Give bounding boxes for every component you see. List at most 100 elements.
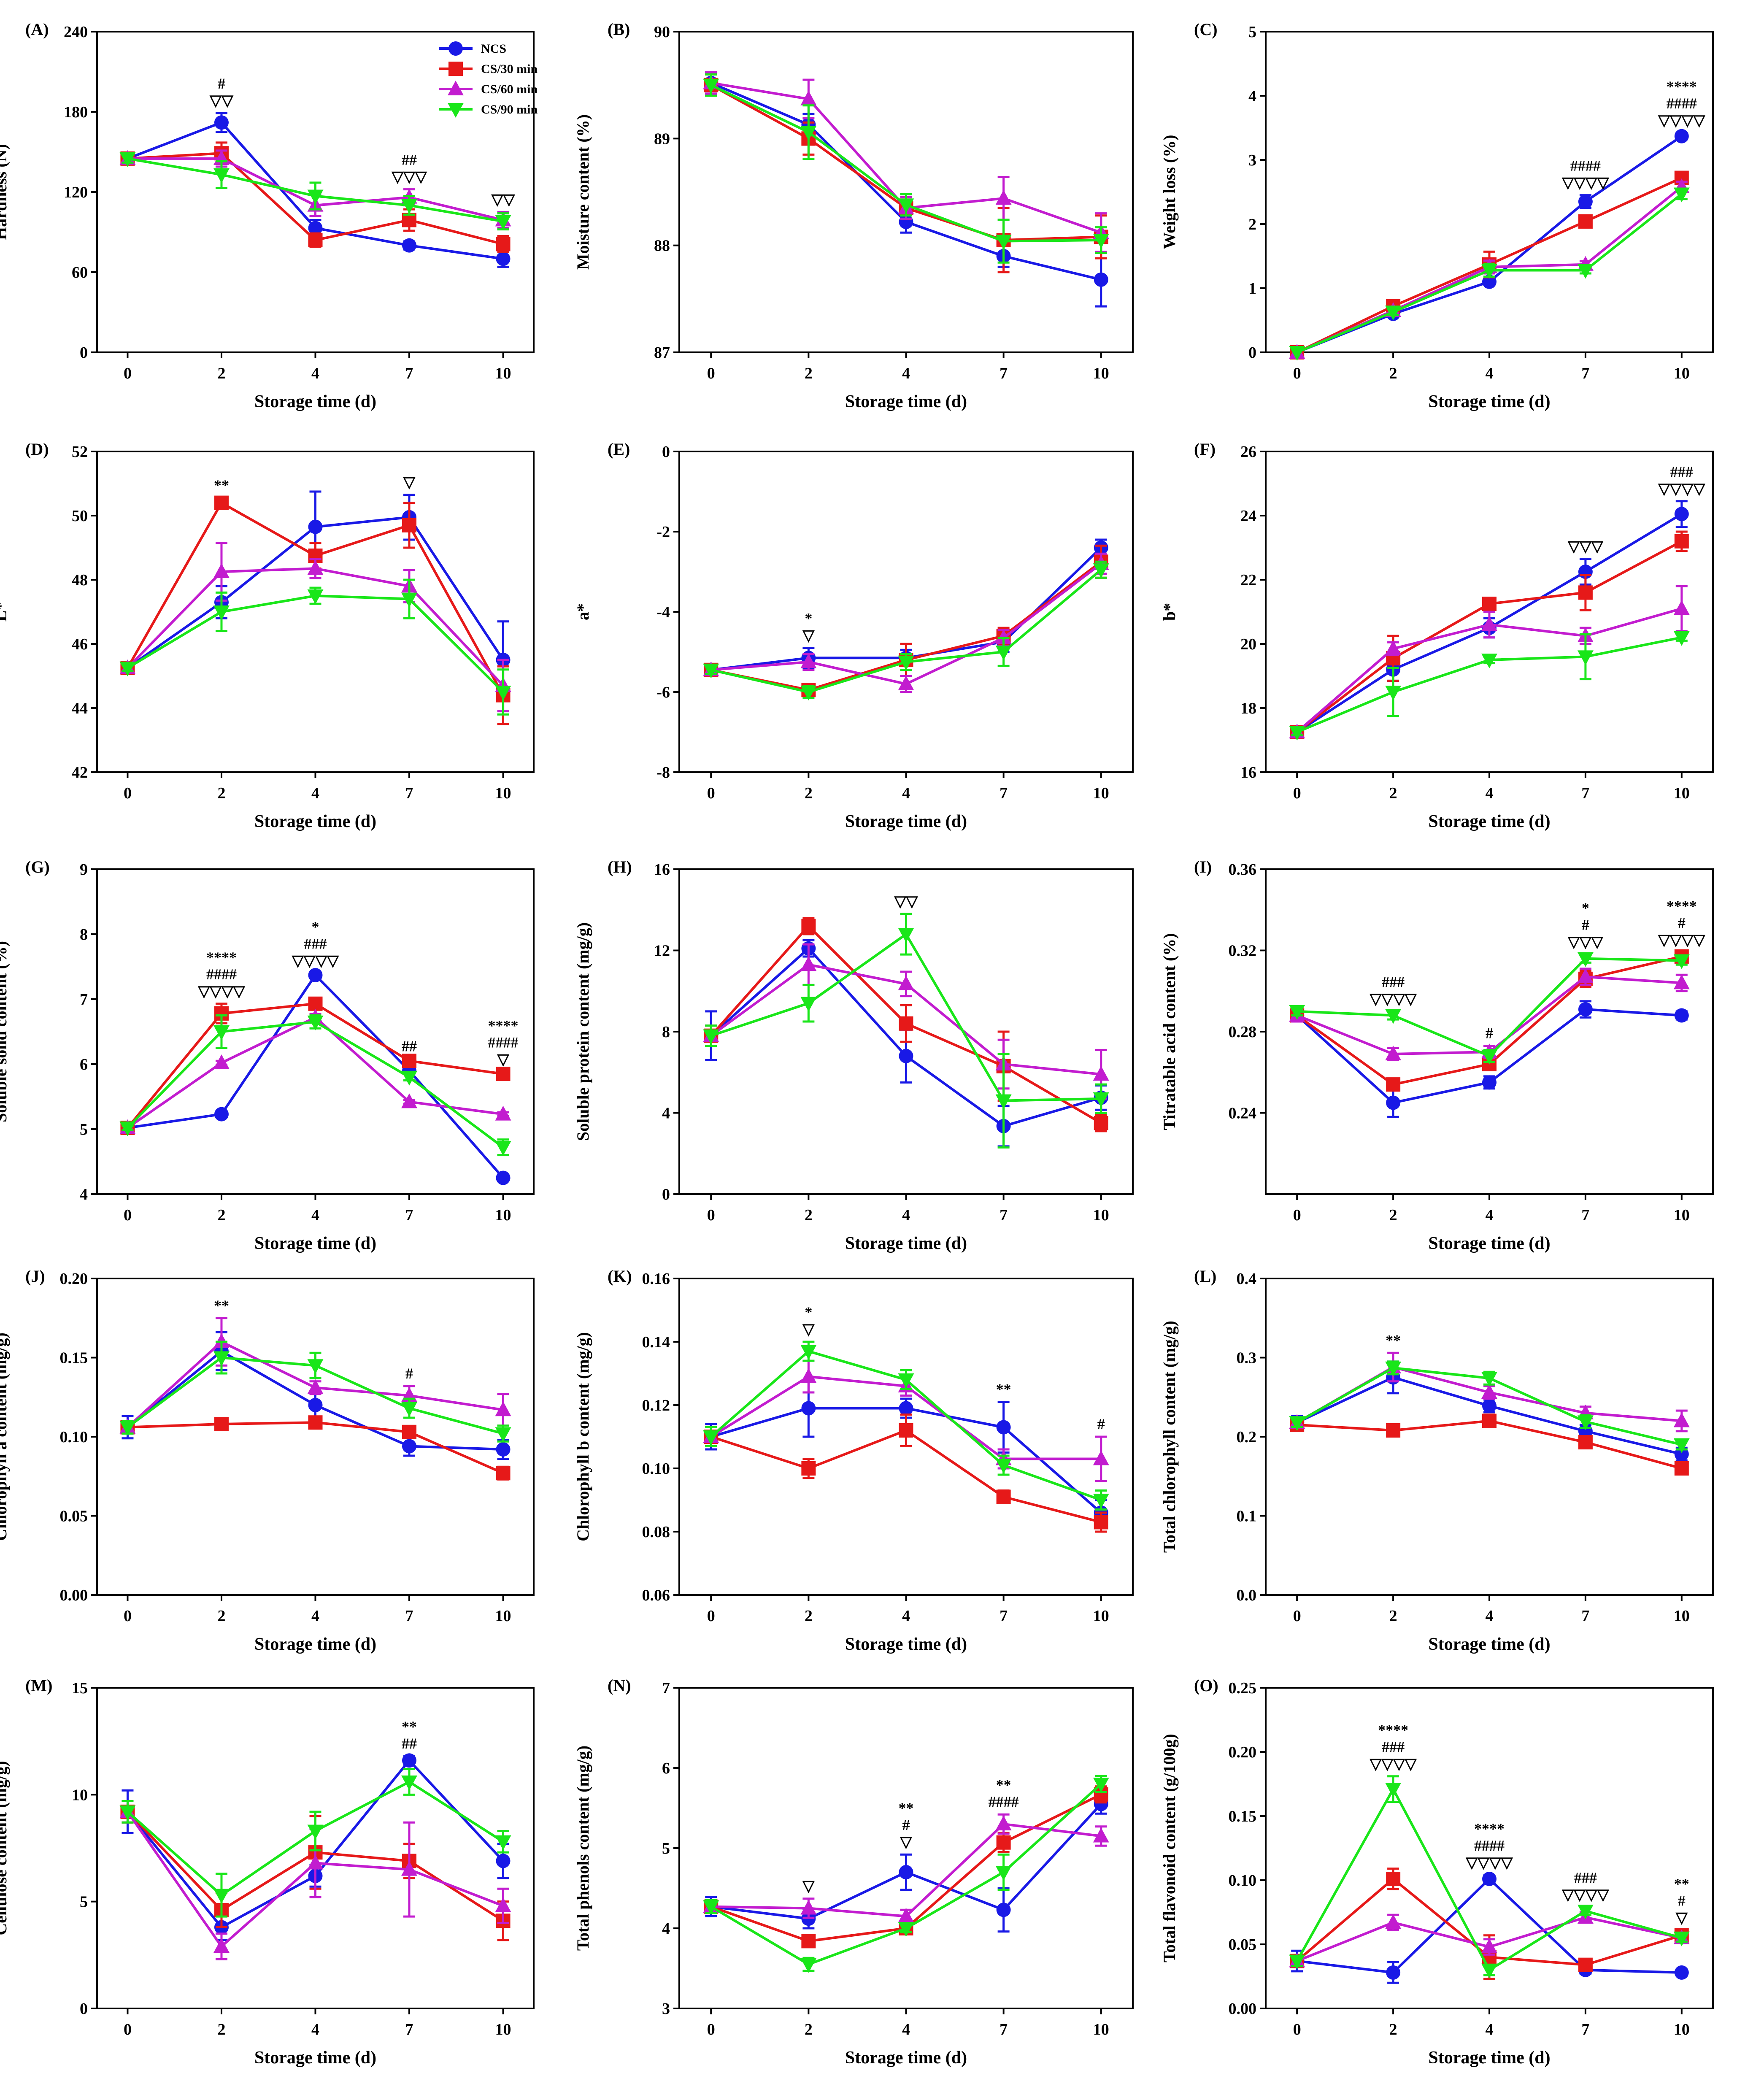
significance-label: ▽ xyxy=(802,1321,815,1338)
x-tick-label: 4 xyxy=(311,365,319,382)
significance-label: #### xyxy=(206,966,237,983)
y-tick-label: 8 xyxy=(662,1023,670,1041)
data-point xyxy=(213,605,230,620)
x-tick-label: 7 xyxy=(1000,784,1008,802)
data-point xyxy=(1094,1116,1108,1130)
y-tick-label: 22 xyxy=(1240,571,1256,589)
series-cs-90-min xyxy=(119,152,511,231)
x-tick-label: 0 xyxy=(1293,1607,1301,1625)
y-tick-label: 0.24 xyxy=(1229,1105,1257,1122)
data-point xyxy=(995,235,1012,250)
data-point xyxy=(119,1805,136,1820)
significance-label: ▽ xyxy=(900,1833,913,1850)
x-tick-label: 10 xyxy=(1674,1206,1690,1224)
panel-L: (L) 0.0 0.1 0.2 0.3 0.4 0 2 4 7 10 Storage time (d)… xyxy=(1160,1267,1714,1654)
x-tick-label: 7 xyxy=(405,1206,413,1224)
data-point xyxy=(1093,1092,1109,1107)
data-point xyxy=(1577,650,1594,665)
panel-E: (E) -8 -6 -4 -2 0 0 2 4 7 10 Storage time (d) a* *▽ xyxy=(573,440,1134,831)
y-tick-label: 26 xyxy=(1240,443,1256,461)
y-tick-label: 0.28 xyxy=(1229,1023,1257,1041)
data-point xyxy=(402,1753,417,1768)
data-point xyxy=(308,233,323,247)
data-point xyxy=(800,126,817,141)
data-point xyxy=(800,1345,817,1360)
data-point xyxy=(1674,129,1689,143)
significance-label: # xyxy=(1582,916,1589,933)
data-point xyxy=(800,997,817,1012)
panel-label: (N) xyxy=(608,1676,631,1695)
y-tick-label: 7 xyxy=(662,1679,670,1697)
x-tick-label: 0 xyxy=(124,2021,132,2038)
panel-label: (M) xyxy=(25,1676,52,1695)
plot-frame xyxy=(1265,31,1714,353)
series-cs-30-min xyxy=(704,1414,1108,1533)
x-tick-label: 4 xyxy=(311,784,319,802)
y-axis-title: Chlorophyll b content (mg/g) xyxy=(573,1332,592,1541)
series-cs-90-min xyxy=(1289,187,1690,361)
significance-label: **** xyxy=(206,949,237,966)
significance-label: * xyxy=(805,1304,812,1321)
significance-label: ### xyxy=(1574,1869,1597,1886)
y-tick-label: 0.20 xyxy=(1229,1743,1257,1761)
data-point xyxy=(495,215,511,230)
data-point xyxy=(1385,1045,1402,1060)
x-tick-label: 10 xyxy=(1674,365,1690,382)
data-point xyxy=(1481,1938,1497,1954)
data-point xyxy=(1578,585,1593,600)
series-line xyxy=(1297,135,1683,354)
data-point xyxy=(899,1049,913,1063)
y-tick-label: 60 xyxy=(72,264,88,281)
series-cs-30-min xyxy=(704,73,1108,273)
data-point xyxy=(1289,346,1305,361)
data-point xyxy=(1094,1515,1108,1530)
data-point xyxy=(898,1373,914,1388)
significance-label: ▽▽▽▽ xyxy=(1658,112,1705,129)
y-axis-title: Soluble protein content (mg/g) xyxy=(573,922,592,1141)
series-line xyxy=(127,1020,504,1149)
data-point xyxy=(402,1439,417,1454)
data-point xyxy=(119,662,136,676)
significance-label: # xyxy=(1678,1892,1686,1909)
x-tick-label: 7 xyxy=(1581,1206,1589,1224)
data-point xyxy=(1289,1954,1305,1970)
y-axis-title: Total flavonoid content (g/100g) xyxy=(1160,1734,1179,1962)
data-point xyxy=(402,1054,417,1068)
y-axis-title: Total phenols content (mg/g) xyxy=(573,1746,592,1951)
x-axis-title: Storage time (d) xyxy=(845,392,967,411)
data-point xyxy=(703,78,719,94)
significance-label: ** xyxy=(899,1800,914,1816)
y-tick-label: 3 xyxy=(662,2000,670,2018)
data-point xyxy=(1673,1412,1690,1427)
data-point xyxy=(495,1835,511,1850)
data-point xyxy=(996,1420,1011,1435)
significance-label: ▽▽▽▽ xyxy=(1370,1755,1417,1772)
x-tick-label: 10 xyxy=(495,1206,511,1224)
x-tick-label: 2 xyxy=(217,1206,225,1224)
panel-label: (H) xyxy=(608,857,632,876)
series-ncs xyxy=(120,1331,511,1460)
series-cs-90-min xyxy=(703,1341,1109,1511)
data-point xyxy=(898,676,914,690)
data-point xyxy=(800,956,817,971)
data-point xyxy=(1673,1438,1690,1453)
data-point xyxy=(703,1900,719,1915)
data-point xyxy=(308,996,323,1011)
data-point xyxy=(1674,1965,1689,1980)
x-tick-label: 7 xyxy=(405,2021,413,2038)
significance-label: ▽▽▽ xyxy=(1567,933,1603,950)
data-point xyxy=(402,1424,417,1439)
x-tick-label: 7 xyxy=(1000,1607,1008,1625)
data-point xyxy=(1578,214,1593,229)
data-point xyxy=(1482,1871,1497,1886)
significance-label: * xyxy=(1582,900,1589,916)
y-tick-label: 7 xyxy=(80,991,88,1008)
y-tick-label: 90 xyxy=(654,23,670,41)
significance-label: ** xyxy=(214,1297,229,1314)
x-tick-label: 7 xyxy=(1000,365,1008,382)
significance-label: ** xyxy=(1386,1332,1401,1349)
significance-label: **** xyxy=(1378,1722,1408,1738)
y-tick-label: 5 xyxy=(80,1893,88,1911)
y-tick-label: 52 xyxy=(72,443,88,461)
